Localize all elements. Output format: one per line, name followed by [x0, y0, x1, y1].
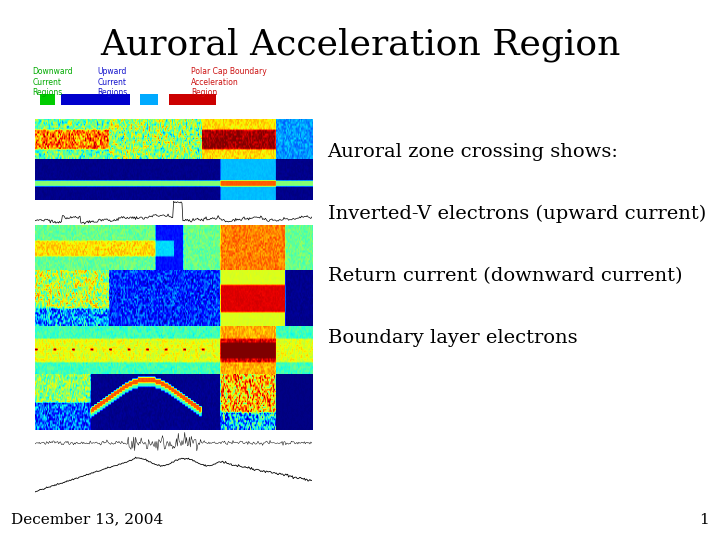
Text: Auroral zone crossing shows:: Auroral zone crossing shows: [328, 143, 618, 161]
Text: 1: 1 [699, 512, 709, 526]
Bar [169, 94, 216, 105]
Text: December 13, 2004: December 13, 2004 [11, 512, 163, 526]
Text: Downward
Current
Regions: Downward Current Regions [32, 68, 73, 97]
Bar [61, 94, 130, 105]
Bar [40, 94, 55, 105]
Text: Upward
Current
Regions: Upward Current Regions [97, 68, 127, 97]
Text: Inverted-V electrons (upward current): Inverted-V electrons (upward current) [328, 205, 706, 224]
Text: Auroral Acceleration Region: Auroral Acceleration Region [100, 27, 620, 62]
Text: Return current (downward current): Return current (downward current) [328, 267, 682, 285]
Text: Polar Cap Boundary
Acceleration
Region: Polar Cap Boundary Acceleration Region [191, 68, 266, 97]
Text: Boundary layer electrons: Boundary layer electrons [328, 329, 577, 347]
Bar [140, 94, 158, 105]
